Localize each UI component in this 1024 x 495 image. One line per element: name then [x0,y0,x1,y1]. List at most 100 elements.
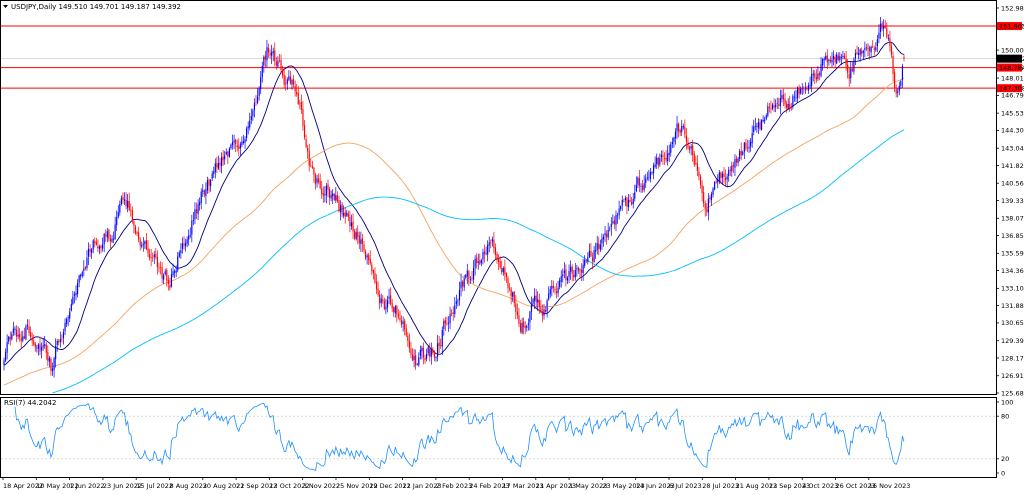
candle-body [258,88,260,97]
candle-body [416,363,418,365]
candle-body [570,266,572,272]
candle-body [468,271,470,280]
candle-body [30,332,32,338]
price-tick-label: 129.395 [1001,337,1024,345]
candle-body [734,159,736,168]
candle-body [247,126,249,129]
candle-body [496,253,498,261]
candle-body [444,320,446,324]
price-tick-label: 138.075 [1001,215,1024,223]
candle-body [886,28,888,38]
candle-body [873,48,875,50]
candle-body [94,241,96,244]
candle-body [678,123,680,132]
candle-body [374,272,376,283]
candle-body [627,199,630,208]
candle-body [649,172,652,179]
candle-body [548,293,550,300]
candle-body [715,181,717,183]
candle-body [787,103,789,109]
candle-body [336,195,338,202]
candle-body [856,52,858,55]
candle-body [803,89,805,91]
candle-body [729,169,731,171]
candle-body [534,295,536,301]
candle-body [790,107,792,108]
candle-body [510,288,512,297]
time-tick-label: 19 Dec 2022 [369,482,411,490]
candle-body [469,279,472,281]
candle-body [97,245,99,249]
candle-body [86,257,88,269]
candle-body [368,254,370,260]
candle-body [305,139,307,147]
candle-body [814,73,816,78]
candle-body [260,77,262,90]
candle-body [19,334,21,338]
candle-body [512,292,514,297]
candle-body [753,126,755,132]
candle-body [864,48,866,50]
candle-body [737,158,739,163]
candle-body [568,271,570,277]
candle-body [236,145,238,148]
candle-body [36,347,38,349]
candle-body [3,360,5,365]
candle-body [156,256,158,268]
candle-body [488,242,490,246]
level-price-tag-label: 151.903 [999,22,1024,30]
price-tick-label: 150.000 [1001,46,1024,54]
candle-body [136,232,138,234]
candle-body [275,61,277,66]
candle-body [527,323,529,325]
candle-body [476,257,478,264]
candle-body [26,325,29,327]
candle-body [610,224,612,228]
candle-body [793,96,796,98]
candle-body [620,206,622,210]
candle-body [884,25,886,28]
candle-body [363,244,365,251]
candle-body [480,260,482,264]
candle-body [180,249,182,253]
candle-body [264,55,266,60]
candle-body [563,270,565,274]
current-price-tag [997,54,1022,63]
candle-body [17,334,19,337]
candle-body [144,241,146,245]
candle-body [859,49,861,55]
candle-body [383,301,385,309]
candle-body [532,299,534,304]
candle-body [255,101,257,103]
rsi-tick-label: 100 [1001,398,1013,406]
candle-body [91,249,93,253]
time-tick-label: 8 Aug 2022 [170,482,208,490]
candle-body [811,74,813,86]
candle-body [861,50,863,54]
candle-body [111,238,113,242]
candle-body [652,165,655,174]
candle-body [145,240,148,250]
price-tick-label: 126.910 [1001,372,1024,380]
candle-body [560,276,562,282]
candle-body [454,305,456,314]
candle-body [872,46,874,48]
candle-body [673,137,675,142]
candle-body [792,96,794,107]
candle-body [615,214,617,225]
candle-body [319,180,321,189]
candle-body [269,53,271,56]
rsi-series-line [14,402,905,472]
time-tick-label: 6 Jul 2023 [669,482,702,490]
candle-body [385,306,387,310]
candle-body [252,110,254,117]
chart-menu-icon[interactable] [3,5,8,8]
candle-body [117,212,119,218]
candle-body [372,270,374,274]
candle-body [704,203,706,209]
candle-body [750,141,752,147]
candle-body [699,176,702,185]
candle-body [283,74,285,85]
candle-body [865,46,868,49]
